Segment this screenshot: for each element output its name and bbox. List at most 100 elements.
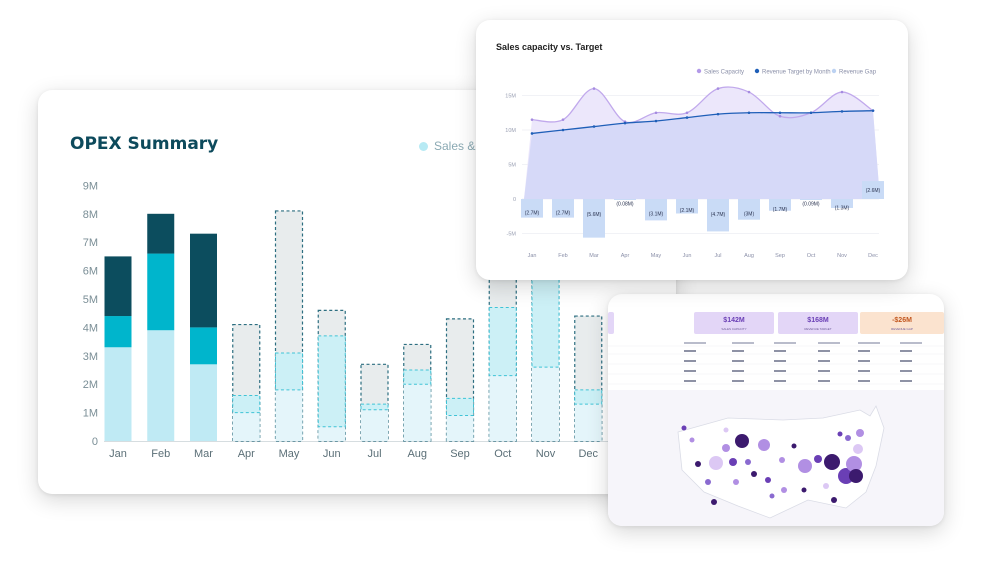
capacity-bubble (769, 493, 775, 499)
y-tick-label: 6M (83, 266, 98, 278)
revenue-gap-bar (862, 181, 884, 199)
kpi-tile: $168M REVENUE TARGET (778, 312, 858, 334)
bar-segment-dark (190, 233, 217, 328)
kpi-value: -$26M (892, 317, 912, 324)
x-tick-label: Nov (536, 448, 556, 460)
target-point (592, 125, 596, 128)
capacity-bubble (695, 461, 701, 467)
forecast-segment-mid (360, 403, 389, 411)
revenue-gap-bar (552, 199, 574, 218)
capacity-bubble (845, 435, 851, 441)
target-point (778, 111, 782, 115)
revenue-gap-bar (800, 199, 822, 200)
forecast-segment-mid (446, 397, 474, 416)
y-tick-label: 0 (92, 436, 98, 448)
bar-segment-light (147, 330, 175, 441)
table-cell-text (900, 342, 922, 344)
table-cell-text (900, 370, 912, 372)
forecast-segment-light (403, 384, 431, 441)
x-tick-label: Nov (837, 253, 847, 259)
y-tick-label: 5M (83, 294, 98, 306)
opex-legend: Sales & M (419, 139, 489, 153)
x-tick-label: Feb (151, 448, 170, 460)
x-tick-label: Jul (367, 448, 381, 460)
capacity-point (530, 118, 534, 121)
forecast-segment-light (489, 375, 517, 441)
table-cell-text (774, 380, 786, 382)
table-cell-text (818, 360, 830, 362)
capacity-bubble (853, 444, 863, 454)
forecast-segment-light (532, 367, 559, 441)
sales-legend-swatch (754, 68, 760, 74)
revenue-gap-bar (614, 199, 636, 200)
x-tick-label: May (651, 253, 662, 259)
table-cell-text (858, 342, 880, 344)
table-cell-text (818, 342, 840, 344)
capacity-point (654, 111, 658, 115)
revenue-gap-bar (583, 199, 605, 238)
capacity-bubble (758, 439, 770, 451)
target-point (747, 111, 751, 115)
forecast-segment-light (275, 389, 303, 441)
revenue-gap-label: (2.7M) (525, 210, 540, 216)
target-point (716, 112, 720, 116)
capacity-bubble (831, 497, 837, 503)
target-point (623, 121, 627, 125)
table-cell-text (732, 380, 744, 382)
capacity-point (840, 90, 844, 94)
x-tick-label: Dec (868, 253, 878, 259)
target-point (530, 132, 534, 135)
forecast-segment-mid (317, 335, 346, 428)
capacity-bubble (846, 456, 862, 472)
target-point (809, 111, 813, 115)
capacity-bubble (779, 457, 785, 463)
forecast-segment-light (232, 412, 260, 441)
forecast-segment-mid (488, 307, 517, 377)
capacity-bubble (837, 431, 843, 437)
bar-segment-mid (147, 253, 175, 331)
capacity-bubble (745, 459, 751, 465)
bar-segment-dark (147, 213, 175, 254)
x-tick-label: Apr (238, 448, 255, 460)
table-cell-text (774, 360, 786, 362)
y-tick-label: 4M (83, 322, 98, 334)
x-tick-label: Jan (109, 448, 127, 460)
capacity-point (747, 90, 751, 94)
capacity-point (561, 118, 565, 121)
capacity-bubble (765, 477, 771, 483)
revenue-gap-label: (2.1M) (680, 208, 695, 214)
table-cell-text (684, 360, 696, 362)
sales-capacity-card: Sales capacity vs. Target Sales Capacity… (476, 20, 908, 280)
bar-segment-mid (104, 316, 132, 348)
capacity-bubble (711, 499, 717, 505)
x-tick-label: Mar (194, 448, 213, 460)
forecast-segment-light (574, 404, 602, 441)
sales-legend-label: Revenue Target by Month (762, 70, 831, 76)
revenue-gap-label: (1.3M) (835, 205, 850, 211)
x-tick-label: Feb (558, 253, 567, 259)
capacity-point (778, 114, 782, 118)
capacity-bubble (801, 487, 807, 493)
bar-segment-light (190, 364, 217, 441)
sales-legend-swatch (696, 68, 702, 74)
y-tick-label: 0 (513, 197, 516, 203)
kpi-value: $168M (807, 317, 829, 324)
bar-segment-dark (104, 256, 132, 317)
forecast-segment-light (318, 426, 346, 441)
table-cell-text (900, 380, 912, 382)
target-line (531, 110, 874, 135)
us-capacity-map (608, 342, 944, 526)
table-cell-text (858, 360, 870, 362)
revenue-gap-bar (831, 199, 853, 208)
x-tick-label: Jul (714, 253, 721, 259)
revenue-gap-label: (3.1M) (649, 212, 664, 218)
forecast-segment-mid (232, 395, 261, 414)
kpi-label: REVENUE TARGET (804, 327, 832, 331)
revenue-gap-bar (738, 199, 760, 220)
revenue-gap-bar (769, 199, 791, 211)
capacity-bubble (709, 456, 723, 470)
table-cell-text (858, 380, 870, 382)
y-tick-label: 8M (83, 209, 98, 221)
table-cell-text (858, 350, 870, 352)
kpi-label: REVENUE GAP (891, 327, 913, 331)
